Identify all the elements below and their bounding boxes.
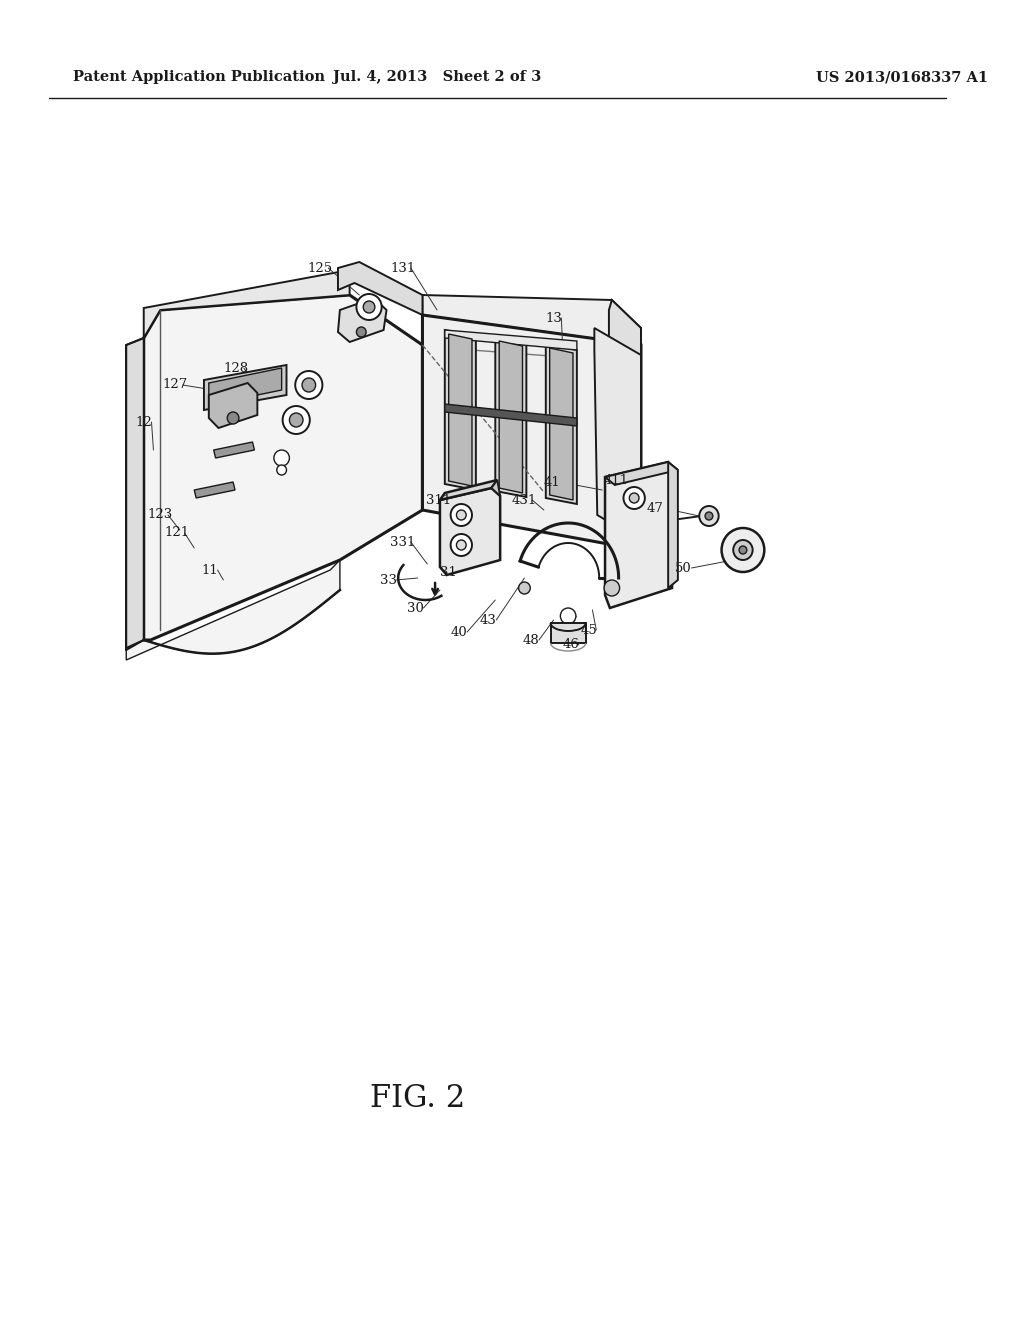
Polygon shape — [609, 300, 641, 550]
Circle shape — [364, 301, 375, 313]
Text: 46: 46 — [562, 639, 580, 652]
Polygon shape — [492, 480, 500, 496]
Polygon shape — [551, 623, 586, 643]
Circle shape — [283, 407, 310, 434]
Circle shape — [273, 450, 290, 466]
Polygon shape — [204, 366, 287, 411]
Circle shape — [518, 582, 530, 594]
Polygon shape — [209, 383, 257, 428]
Polygon shape — [195, 482, 236, 498]
Text: 123: 123 — [147, 508, 173, 521]
Polygon shape — [440, 488, 500, 576]
Polygon shape — [338, 298, 386, 342]
Text: 45: 45 — [581, 623, 597, 636]
Circle shape — [290, 413, 303, 426]
Polygon shape — [444, 404, 577, 426]
Polygon shape — [605, 462, 672, 609]
Text: 121: 121 — [164, 527, 189, 540]
Circle shape — [624, 487, 645, 510]
Circle shape — [302, 378, 315, 392]
Text: 127: 127 — [162, 379, 187, 392]
Text: 41: 41 — [544, 475, 560, 488]
Text: 128: 128 — [223, 362, 249, 375]
Circle shape — [227, 412, 239, 424]
Polygon shape — [605, 462, 678, 484]
Text: 131: 131 — [390, 261, 416, 275]
Text: 47: 47 — [646, 502, 663, 515]
Text: FIG. 2: FIG. 2 — [370, 1082, 465, 1114]
Text: 431: 431 — [512, 494, 537, 507]
Polygon shape — [444, 330, 476, 490]
Circle shape — [706, 512, 713, 520]
Circle shape — [276, 465, 287, 475]
Text: US 2013/0168337 A1: US 2013/0168337 A1 — [816, 70, 988, 84]
Circle shape — [739, 546, 746, 554]
Text: 48: 48 — [523, 634, 540, 647]
Polygon shape — [338, 261, 423, 315]
Text: 411: 411 — [603, 474, 629, 487]
Polygon shape — [440, 480, 498, 500]
Polygon shape — [449, 334, 472, 486]
Circle shape — [451, 504, 472, 525]
Circle shape — [295, 371, 323, 399]
Polygon shape — [444, 330, 577, 350]
Text: 12: 12 — [135, 416, 153, 429]
Circle shape — [560, 609, 575, 624]
Circle shape — [630, 492, 639, 503]
Text: 50: 50 — [675, 561, 692, 574]
Circle shape — [451, 535, 472, 556]
Text: 331: 331 — [390, 536, 416, 549]
Text: 311: 311 — [426, 494, 452, 507]
Polygon shape — [546, 345, 577, 504]
Circle shape — [356, 327, 367, 337]
Polygon shape — [496, 337, 526, 498]
Polygon shape — [499, 341, 522, 492]
Text: 125: 125 — [308, 261, 333, 275]
Circle shape — [457, 540, 466, 550]
Polygon shape — [143, 271, 349, 338]
Polygon shape — [669, 462, 678, 587]
Polygon shape — [594, 327, 641, 550]
Circle shape — [699, 506, 719, 525]
Polygon shape — [423, 294, 641, 345]
Text: 33: 33 — [380, 573, 397, 586]
Text: 31: 31 — [440, 565, 457, 578]
Polygon shape — [214, 442, 254, 458]
Text: 43: 43 — [480, 614, 497, 627]
Text: 11: 11 — [202, 564, 218, 577]
Polygon shape — [126, 560, 340, 660]
Text: Jul. 4, 2013   Sheet 2 of 3: Jul. 4, 2013 Sheet 2 of 3 — [333, 70, 541, 84]
Circle shape — [457, 510, 466, 520]
Polygon shape — [143, 294, 423, 640]
Polygon shape — [423, 315, 641, 550]
Polygon shape — [550, 348, 573, 500]
Text: 30: 30 — [408, 602, 424, 615]
Circle shape — [733, 540, 753, 560]
Text: 13: 13 — [545, 312, 562, 325]
Polygon shape — [209, 368, 282, 405]
Text: 40: 40 — [451, 626, 468, 639]
Text: Patent Application Publication: Patent Application Publication — [73, 70, 325, 84]
Circle shape — [356, 294, 382, 319]
Circle shape — [722, 528, 764, 572]
Circle shape — [604, 579, 620, 597]
Polygon shape — [126, 338, 143, 648]
